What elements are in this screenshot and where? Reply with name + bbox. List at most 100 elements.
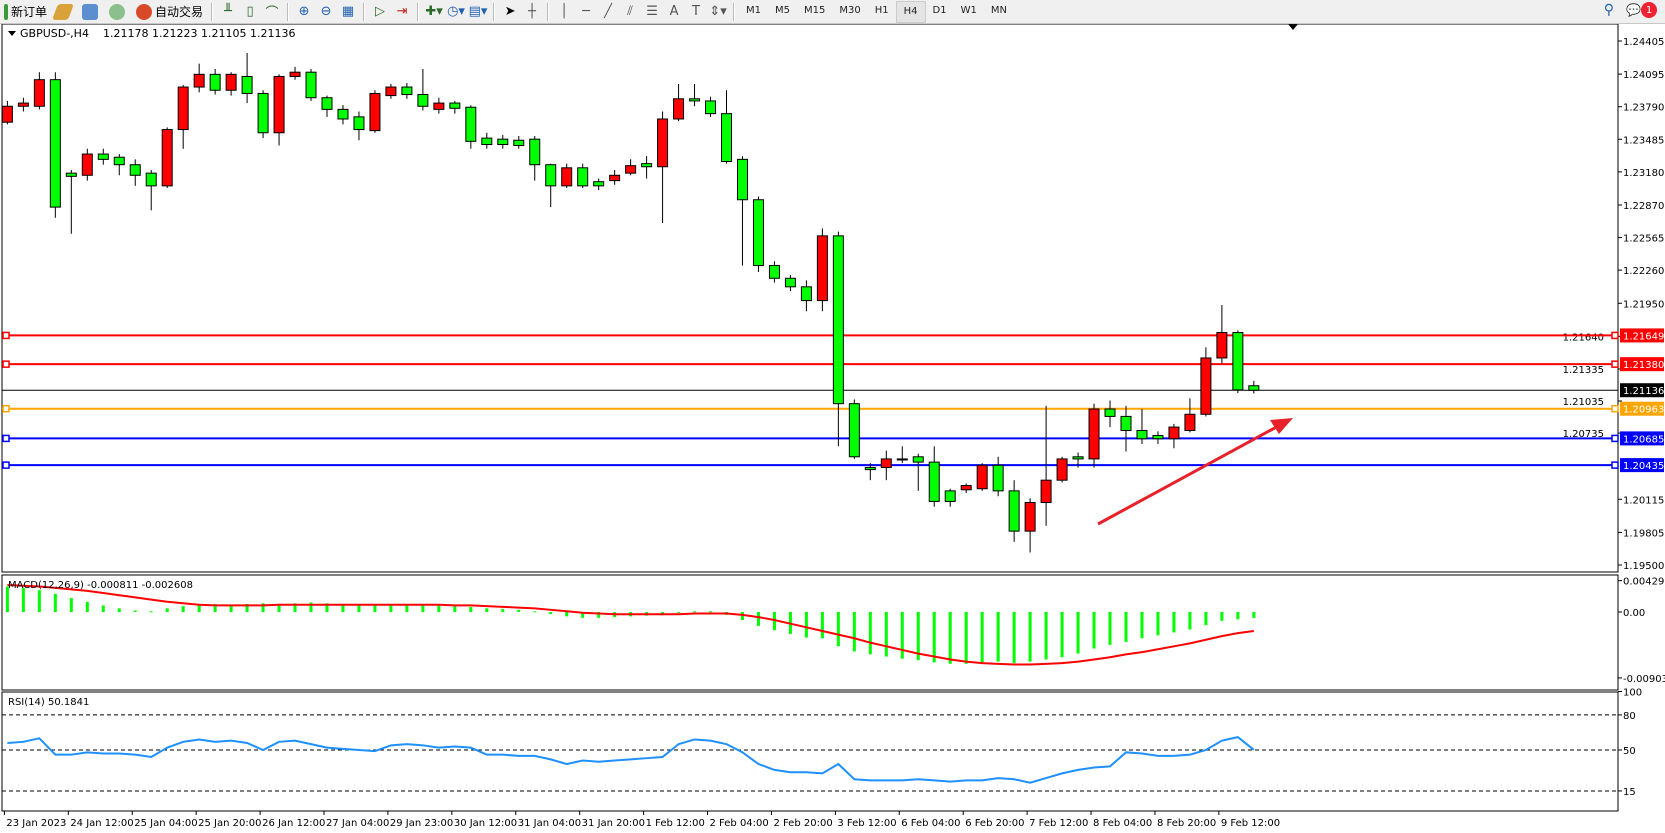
auto-scroll-button[interactable]: ▷ [375,4,386,19]
new-order-icon [4,3,8,20]
collapse-triangle-icon[interactable] [8,31,16,36]
new-order-button[interactable]: 新订单 [0,2,51,22]
indicators-button[interactable]: ✚▾ [425,4,443,19]
candle [625,165,637,174]
horizontal-line-price-label: 1.20435 [1623,461,1664,472]
tile-windows-button[interactable]: ▦ [341,4,355,19]
macd-histogram-bar [213,603,217,612]
candlestick-chart-button[interactable]: ▯ [246,4,254,19]
timeframe-m1[interactable]: M1 [746,5,762,16]
macd-histogram-bar [1076,612,1080,654]
chart-window[interactable]: GBPUSD-,H4 1.21178 1.21223 1.21105 1.2113… [0,24,1665,833]
horizontal-line-handle-right[interactable] [1611,331,1619,340]
chart-shift-button[interactable]: ⇥ [396,4,408,19]
horizontal-line-handle-right[interactable] [1611,404,1619,413]
macd-histogram-bar [1060,612,1064,658]
macd-histogram-bar [581,612,585,618]
candle [880,458,892,468]
time-tick-label: 30 Jan 12:00 [454,818,517,829]
market-watch-button[interactable] [51,2,78,22]
candle [960,485,972,491]
auto-trading-icon [136,3,153,20]
candle [257,92,269,134]
time-tick-label: 9 Feb 12:00 [1221,818,1280,829]
chat-icon: 💬 [1626,3,1641,17]
candle [1248,385,1260,391]
candle [896,458,908,461]
macd-histogram-bar [948,612,952,664]
macd-histogram-bar [884,612,888,657]
vertical-line-tool[interactable]: │ [560,4,568,19]
fibonacci-tool[interactable]: ☰ [646,4,658,19]
time-tick-label: 3 Feb 12:00 [837,818,896,829]
signals-button[interactable] [105,2,132,22]
horizontal-line-handle-left[interactable] [2,461,10,469]
horizontal-line-handle-left[interactable] [2,404,10,413]
candle [1024,502,1036,532]
trend-arrow[interactable] [1097,422,1283,526]
zoom-out-button[interactable]: ⊖ [320,4,332,19]
horizontal-line-price-tag [1620,328,1664,343]
search-icon[interactable]: ⚲ [1603,2,1615,18]
horizontal-line-price-tag [1620,357,1664,372]
text-label-tool[interactable]: T [692,4,700,19]
candle [545,164,557,187]
macd-histogram-bar [693,611,697,613]
chart-shift-marker-icon[interactable] [1288,24,1298,30]
horizontal-line-handle-left[interactable] [2,434,10,443]
text-tool[interactable]: A [669,4,679,19]
horizontal-line-handle-right[interactable] [1611,434,1619,443]
timeframe-bar: M1 M5 M15 M30 H1 H4 D1 W1 MN [739,0,1014,23]
templates-button[interactable]: ▤▾ [468,4,488,19]
trendline-tool[interactable]: ╱ [604,4,612,19]
arrows-tool[interactable]: ⇕▾ [709,4,727,19]
horizontal-line-price-label: 1.21649 [1623,331,1664,342]
timeframe-mn[interactable]: MN [990,5,1007,16]
candle [369,92,381,132]
periods-button[interactable]: ◷▾ [447,4,465,19]
candle [1088,408,1100,460]
candle [561,167,573,187]
auto-trading-button[interactable]: 自动交易 [132,2,207,22]
horizontal-line-price-tag [1620,458,1664,473]
macd-pane-frame [1,574,1619,691]
price-tick-label: 1.21950 [1623,299,1664,310]
zoom-in-button[interactable]: ⊕ [298,4,310,19]
timeframe-m5[interactable]: M5 [775,5,791,16]
timeframe-h1[interactable]: H1 [874,5,889,16]
horizontal-line-handle-right[interactable] [1611,360,1619,368]
bar-chart-button[interactable]: ╨ [224,4,232,19]
timeframe-h4[interactable]: H4 [895,0,926,23]
macd-histogram-bar [1140,612,1144,639]
toolbar: 新订单 自动交易 ╨ ▯ ⌒ ⊕ ⊖ ▦ ▷ ⇥ ✚▾ ◷▾ ▤▾ ➤ ┼ │ … [0,0,1665,24]
horizontal-line-tool[interactable]: ─ [582,4,590,19]
candle [752,199,764,267]
timeframe-d1[interactable]: D1 [932,5,947,16]
candle [209,73,221,91]
crosshair-tool[interactable]: ┼ [528,4,536,19]
candle [1008,490,1020,532]
horizontal-line-handle-left[interactable] [2,360,10,368]
candle [449,102,461,109]
macd-histogram-bar [709,611,713,613]
horizontal-line-price-label: 1.21380 [1623,360,1664,371]
candle [321,97,333,110]
timeframe-w1[interactable]: W1 [960,5,977,16]
macd-histogram-bar [677,612,681,613]
horizontal-line-handle-right[interactable] [1611,461,1619,469]
timeframe-m30[interactable]: M30 [839,5,861,16]
navigator-button[interactable] [78,2,105,22]
candle [1200,357,1212,415]
candle [225,73,237,91]
timeframe-m15[interactable]: M15 [804,5,826,16]
signal-icon [109,3,126,20]
cursor-tool[interactable]: ➤ [504,4,516,19]
line-chart-button[interactable]: ⌒ [265,6,279,21]
time-tick-label: 24 Jan 12:00 [70,818,133,829]
macd-histogram-bar [373,604,377,612]
notifications-button[interactable]: 💬 1 [1626,2,1657,18]
horizontal-line-handle-left[interactable] [2,331,10,340]
macd-signal-line [7,583,1254,666]
equidistant-channel-tool[interactable]: ⫽ [627,4,633,19]
macd-histogram-bar [836,612,840,647]
